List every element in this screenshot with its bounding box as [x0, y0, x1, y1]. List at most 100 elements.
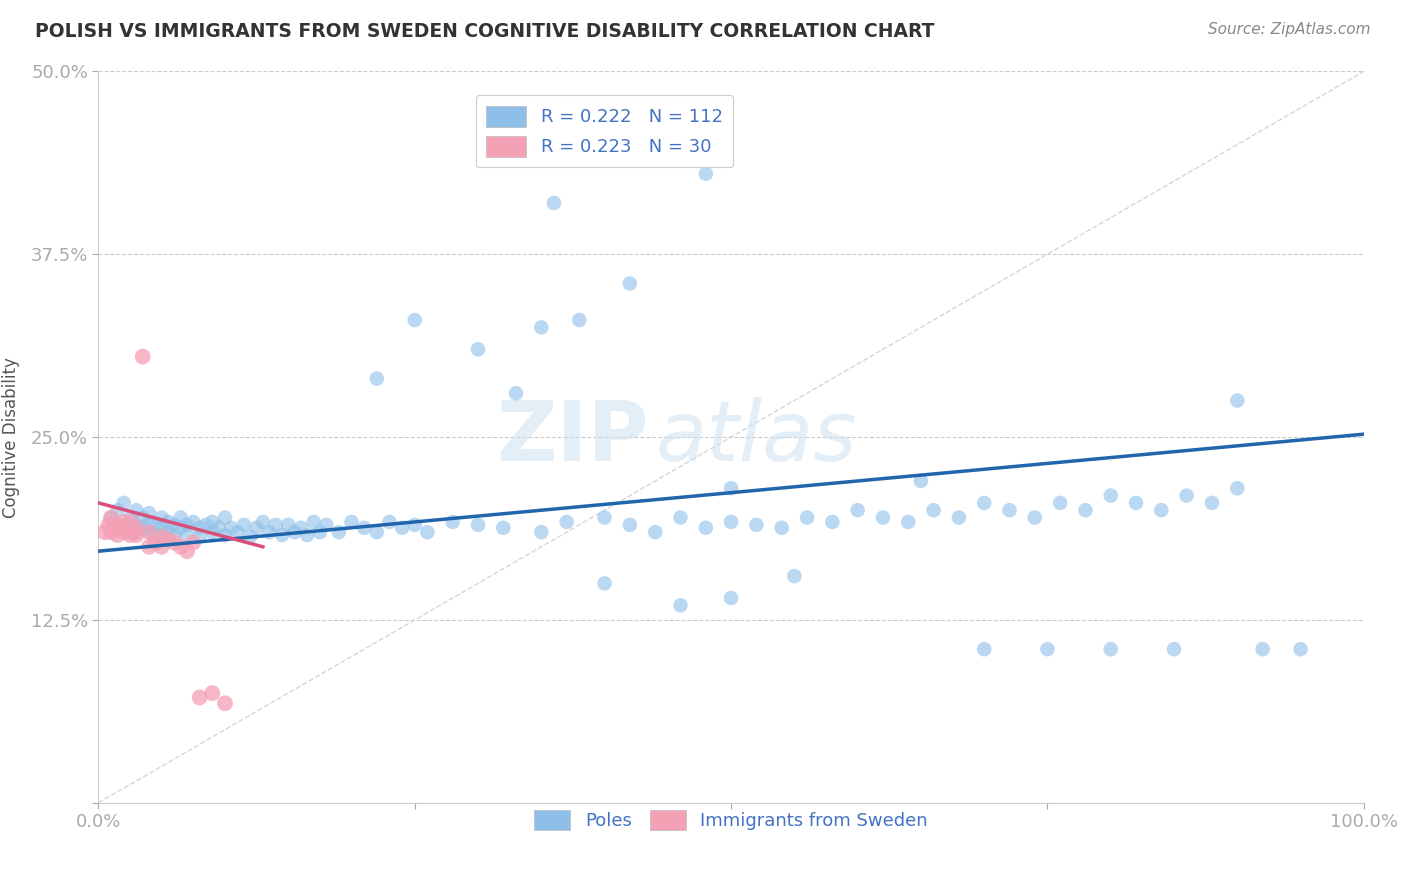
Point [1150, 503, 1173, 517]
Point [530, 320, 553, 334]
Point [1163, 642, 1185, 657]
Point [150, 530, 173, 544]
Point [112, 496, 135, 510]
Point [169, 510, 191, 524]
Point [543, 196, 565, 211]
Point [404, 313, 426, 327]
Point [150, 521, 173, 535]
Text: ZIP: ZIP [496, 397, 648, 477]
Point [593, 510, 616, 524]
Point [366, 371, 388, 385]
Point [783, 569, 806, 583]
Point [593, 576, 616, 591]
Point [441, 515, 464, 529]
Point [695, 167, 717, 181]
Point [176, 528, 198, 542]
Point [1226, 393, 1249, 408]
Point [1226, 481, 1249, 495]
Point [208, 521, 231, 535]
Point [145, 528, 166, 542]
Point [1099, 489, 1122, 503]
Point [132, 510, 155, 524]
Point [530, 525, 553, 540]
Point [107, 503, 129, 517]
Text: Source: ZipAtlas.com: Source: ZipAtlas.com [1208, 22, 1371, 37]
Point [214, 528, 236, 542]
Point [246, 521, 269, 535]
Point [145, 535, 166, 549]
Point [948, 510, 970, 524]
Point [176, 544, 198, 558]
Point [366, 525, 388, 540]
Point [188, 690, 211, 705]
Point [150, 540, 173, 554]
Point [183, 535, 205, 549]
Point [138, 506, 160, 520]
Point [132, 521, 155, 535]
Point [107, 517, 129, 532]
Point [115, 521, 138, 535]
Point [157, 525, 180, 540]
Point [100, 510, 122, 524]
Text: atlas: atlas [655, 397, 856, 477]
Point [163, 517, 186, 532]
Point [110, 521, 132, 535]
Point [669, 510, 692, 524]
Point [125, 503, 148, 517]
Point [100, 510, 122, 524]
Point [226, 525, 249, 540]
Text: POLISH VS IMMIGRANTS FROM SWEDEN COGNITIVE DISABILITY CORRELATION CHART: POLISH VS IMMIGRANTS FROM SWEDEN COGNITI… [35, 22, 935, 41]
Point [112, 525, 135, 540]
Point [252, 515, 274, 529]
Point [259, 525, 281, 540]
Point [125, 521, 148, 535]
Point [122, 525, 145, 540]
Point [138, 525, 160, 540]
Point [1074, 503, 1097, 517]
Point [1036, 642, 1059, 657]
Y-axis label: Cognitive Disability: Cognitive Disability [1, 357, 20, 517]
Point [239, 530, 262, 544]
Legend: Poles, Immigrants from Sweden: Poles, Immigrants from Sweden [527, 803, 935, 838]
Point [315, 517, 337, 532]
Point [194, 517, 218, 532]
Point [176, 517, 198, 532]
Point [720, 481, 742, 495]
Point [378, 515, 401, 529]
Point [290, 521, 312, 535]
Point [340, 515, 363, 529]
Point [107, 528, 129, 542]
Point [720, 515, 742, 529]
Point [821, 515, 844, 529]
Point [163, 535, 186, 549]
Point [910, 474, 932, 488]
Point [619, 277, 641, 291]
Point [973, 496, 995, 510]
Point [998, 503, 1021, 517]
Point [328, 525, 350, 540]
Point [125, 528, 148, 542]
Point [796, 510, 818, 524]
Point [302, 515, 325, 529]
Point [973, 642, 995, 657]
Point [214, 696, 236, 710]
Point [112, 515, 135, 529]
Point [93, 525, 117, 540]
Point [169, 521, 191, 535]
Point [770, 521, 793, 535]
Point [188, 521, 211, 535]
Point [120, 528, 141, 542]
Point [125, 517, 148, 532]
Point [872, 510, 894, 524]
Point [492, 521, 515, 535]
Point [97, 517, 120, 532]
Point [619, 517, 641, 532]
Point [145, 517, 166, 532]
Point [183, 515, 205, 529]
Point [922, 503, 945, 517]
Point [1289, 642, 1312, 657]
Point [125, 525, 148, 540]
Point [120, 525, 141, 540]
Point [112, 517, 135, 532]
Point [157, 515, 180, 529]
